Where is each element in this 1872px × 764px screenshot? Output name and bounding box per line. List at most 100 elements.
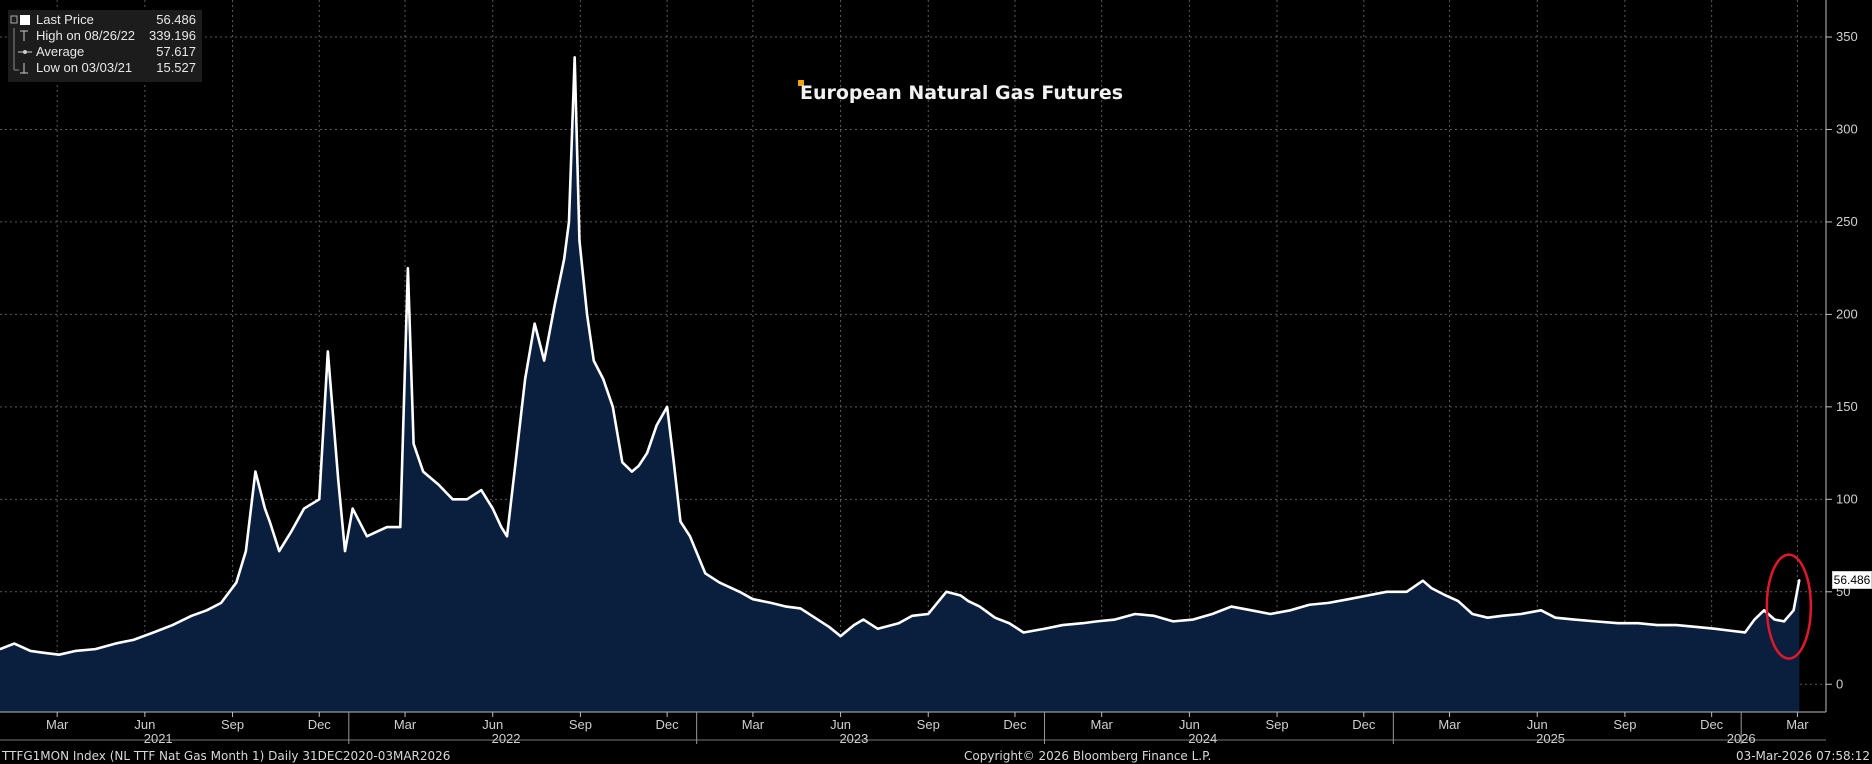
data-point (1405, 590, 1408, 593)
legend-value: 339.196 (149, 28, 196, 43)
legend-value: 15.527 (156, 60, 196, 75)
title-marker-icon (798, 80, 804, 86)
data-point (637, 465, 640, 467)
data-point (1269, 613, 1272, 615)
y-tick-label: 350 (1836, 29, 1858, 44)
data-point (268, 520, 271, 523)
data-point (278, 550, 281, 552)
data-point (573, 56, 576, 59)
data-point (1230, 605, 1233, 608)
legend-item-high[interactable]: High on 08/26/22 339.196 (8, 28, 202, 44)
data-point (1753, 618, 1756, 621)
x-tick-label: Sep (221, 717, 244, 732)
data-point (994, 616, 996, 619)
data-point (1422, 579, 1424, 582)
data-point (1792, 609, 1795, 612)
data-point (533, 322, 536, 325)
data-point (480, 489, 483, 491)
footer-copyright: Copyright© 2026 Bloomberg Finance L.P. (964, 749, 1212, 763)
data-point (1081, 622, 1084, 625)
data-point (399, 526, 402, 528)
footer-timestamp: 03-Mar-2026 07:58:12 (1735, 749, 1870, 763)
data-point (1675, 624, 1678, 626)
data-point (672, 461, 675, 464)
x-tick-label: Mar (742, 717, 765, 732)
data-point (1501, 615, 1503, 617)
data-point (689, 535, 691, 538)
legend-box: Last Price 56.486 High on 08/26/22 339.1… (8, 10, 202, 82)
data-point (1637, 622, 1640, 625)
data-point (1554, 616, 1557, 619)
data-point (785, 605, 788, 608)
x-year-label: 2024 (1188, 731, 1217, 746)
data-point (13, 642, 16, 645)
x-year-label: 2022 (492, 731, 521, 746)
data-point (568, 221, 570, 223)
data-point (500, 526, 503, 528)
axes (0, 0, 1827, 744)
legend-item-last-price[interactable]: Last Price 56.486 (8, 12, 202, 28)
data-point (1192, 618, 1194, 621)
data-point (578, 239, 581, 242)
data-point (366, 535, 368, 538)
x-tick-label: Sep (1613, 717, 1636, 732)
legend-item-low[interactable]: Low on 03/03/21 15.527 (8, 60, 202, 76)
data-point (206, 609, 208, 612)
data-point (1728, 629, 1731, 632)
data-point (1153, 615, 1155, 617)
data-point (74, 650, 77, 652)
data-point (264, 507, 266, 510)
data-point (621, 461, 624, 464)
legend-average-icon (13, 44, 32, 60)
data-point (1061, 624, 1064, 626)
data-point (839, 635, 842, 637)
legend-value: 57.617 (156, 44, 196, 59)
data-point (132, 639, 135, 641)
y-tick-label: 150 (1836, 399, 1858, 414)
data-point (1617, 622, 1620, 625)
data-point (1289, 609, 1292, 612)
data-point (1327, 602, 1330, 604)
data-point (412, 443, 415, 445)
x-axis-ticks: Mar Jun Sep Dec Mar Jun Sep Dec Mar Jun Sep Dec Mar J… (46, 712, 1809, 746)
data-point (245, 550, 247, 552)
data-point (1783, 620, 1785, 623)
data-point (386, 526, 388, 528)
legend-low-icon (13, 60, 28, 74)
x-tick-label: Dec (1700, 717, 1724, 732)
data-point (1430, 587, 1433, 589)
data-point (828, 626, 830, 628)
data-point (491, 507, 494, 510)
data-point (814, 616, 816, 619)
legend-item-average[interactable]: Average 57.617 (8, 44, 202, 60)
last-price-badge: 56.486 (1832, 571, 1872, 589)
data-point (327, 350, 329, 353)
data-point (220, 602, 222, 604)
x-tick-label: Sep (569, 717, 592, 732)
data-point (666, 406, 668, 408)
data-point (959, 594, 962, 597)
x-tick-label: Jun (134, 717, 155, 732)
data-point (437, 483, 440, 486)
legend-label: Average (36, 44, 85, 59)
data-point (897, 622, 900, 625)
data-point (586, 313, 588, 316)
grid (0, 0, 1826, 712)
data-point (592, 359, 595, 362)
data-point (344, 550, 346, 552)
data-point (1520, 613, 1522, 615)
data-point (1763, 609, 1765, 612)
data-point (967, 600, 970, 602)
data-point (303, 507, 305, 510)
data-point (1656, 624, 1659, 626)
data-point (704, 572, 707, 575)
legend-value: 56.486 (156, 12, 196, 27)
data-point (190, 615, 193, 617)
x-year-label: 2026 (1727, 731, 1756, 746)
data-point (1022, 631, 1025, 634)
data-point (1471, 613, 1474, 615)
data-point (853, 624, 855, 626)
x-tick-label: Dec (656, 717, 680, 732)
